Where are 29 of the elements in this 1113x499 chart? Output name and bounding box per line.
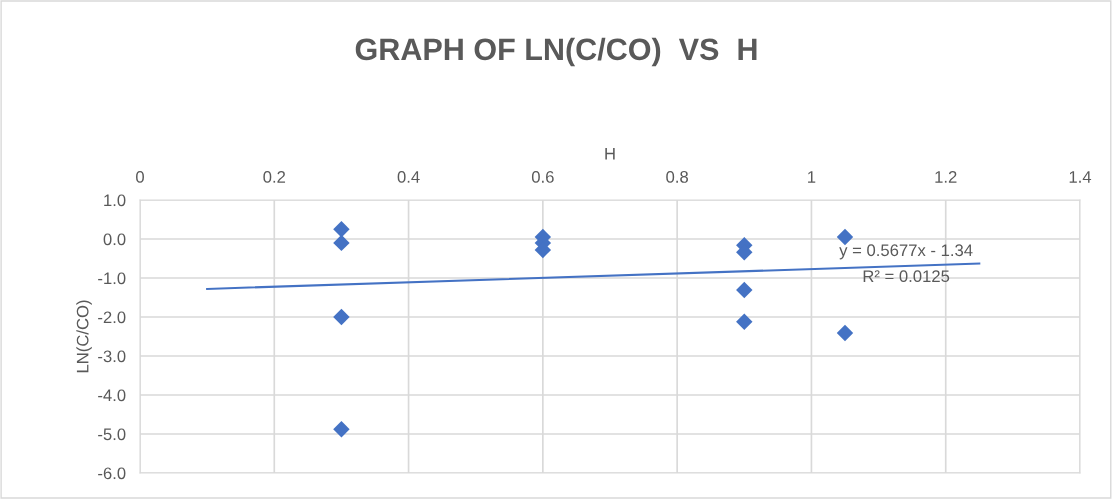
x-tick-label: 1 — [808, 171, 816, 183]
point — [333, 234, 350, 252]
x-tick-label: 0.4 — [397, 171, 420, 183]
x-tick-label: 0.6 — [531, 171, 554, 183]
y-tick-label: 1.0 — [104, 194, 126, 207]
x-tick-label: 0.8 — [666, 171, 688, 183]
y-tick-label: 0.0 — [103, 233, 126, 246]
annotation: y = 0.5677x - 1.34 — [839, 244, 973, 260]
y-tick-label: -2.0 — [98, 311, 126, 324]
y-tick-label: -3.0 — [98, 350, 126, 363]
point — [333, 421, 350, 438]
chart-title: GRAPH OF LN(C/CO) VS H — [355, 37, 757, 67]
x-axis-title: H — [605, 148, 615, 160]
y-tick-label: -6.0 — [98, 467, 126, 480]
point — [836, 324, 854, 342]
y-tick-label: -5.0 — [98, 428, 126, 441]
x-tick-label: 0.2 — [263, 171, 286, 183]
point — [333, 308, 350, 326]
x-tick-label: 1.4 — [1069, 171, 1092, 183]
x-tick-label: 0 — [136, 171, 144, 183]
y-tick-label: -4.0 — [98, 389, 126, 402]
y-tick-label: -1.0 — [98, 272, 126, 285]
point — [736, 281, 753, 299]
annotation: R² = 0.0125 — [863, 270, 950, 283]
x-tick-label: 1.2 — [935, 171, 957, 183]
point — [333, 221, 350, 238]
point — [736, 313, 753, 330]
point — [836, 228, 854, 246]
y-axis-title: LN(C/CO) — [76, 300, 92, 373]
